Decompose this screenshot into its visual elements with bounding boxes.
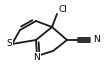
Text: Cl: Cl [59,4,67,14]
Text: N: N [34,52,40,62]
Text: S: S [6,39,12,49]
Text: N: N [94,36,100,44]
